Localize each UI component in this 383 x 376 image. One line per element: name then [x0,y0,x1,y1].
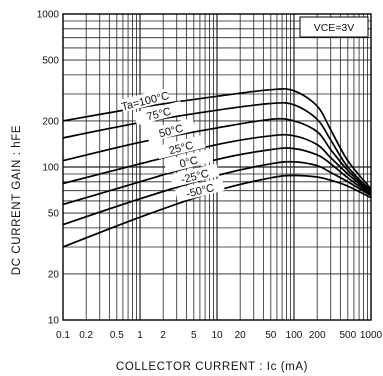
curve-label-bg [175,177,225,202]
x-tick-label: 1000 [360,330,383,341]
x-tick-label: 1 [137,330,143,341]
curves [62,88,372,248]
y-axis-title: DC CURRENT GAIN : hFE [11,125,23,275]
x-tick-label: 10 [211,330,223,341]
plot-frame [62,13,372,321]
x-tick-label: 2 [160,330,166,341]
y-tick-label: 200 [42,116,59,127]
curve-label-bg [169,163,220,188]
curve-label-bg [120,88,170,113]
y-tick-labels: 10 20 50 100 200 500 1000 [37,10,60,327]
x-tick-label: 200 [309,330,326,341]
curve-label: 0°C [178,154,199,170]
curve-label-bg [146,117,196,143]
y-tick-label: 20 [48,269,60,280]
curve-label-bg [155,134,206,160]
y-tick-label: 1000 [37,10,60,21]
series-line [62,147,372,206]
x-tick-label: 0.1 [56,330,70,341]
x-tick-label: 500 [339,330,356,341]
y-tick-label: 10 [48,316,60,327]
curve-label: 75°C [146,106,173,124]
curve-label: 25°C [168,140,195,158]
series-line [62,160,372,226]
y-tick-label: 100 [42,163,59,174]
y-tick-label: 500 [42,56,59,67]
curve-label-bg [133,100,184,126]
series-line [62,133,372,195]
x-tick-label: 50 [265,330,277,341]
series-line [62,174,372,248]
curve-labels: Ta=100°C75°C50°C25°C0°C-25°C-50°C [120,88,225,202]
condition-box [299,16,369,38]
curve-label-bg [163,148,214,174]
x-tick-label: 100 [286,330,303,341]
series-line [62,88,372,190]
x-tick-label: 0.5 [110,330,124,341]
x-tick-label: 5 [191,330,197,341]
x-tick-labels: 0.1 0.2 0.5 1 2 5 10 20 50 100 200 500 1000 [56,330,383,341]
x-tick-label: 20 [235,330,247,341]
condition-label: VCE=3V [314,22,355,34]
y-tick-label: 50 [48,209,60,220]
x-tick-label: 0.2 [79,330,93,341]
x-axis-title: COLLECTOR CURRENT : Ic (mA) [116,361,308,373]
curve-label: 50°C [158,123,185,141]
